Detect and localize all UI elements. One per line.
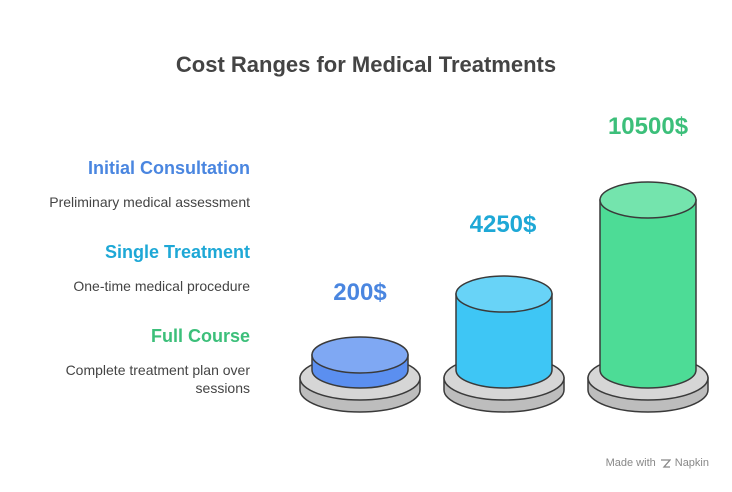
legend-title: Full Course: [150, 326, 250, 346]
cylinder-body: [455, 293, 553, 389]
cylinder-top: [455, 275, 553, 313]
page-title: Cost Ranges for Medical Treatments: [175, 52, 557, 77]
made-with-napkin: Made with Napkin: [606, 457, 709, 469]
cylinder-top: [311, 336, 409, 374]
made-with-text: Made with: [605, 457, 656, 469]
napkin-logo-icon: [660, 458, 671, 468]
value-label-single-treatment: 4250$: [469, 211, 537, 238]
cylinder-body: [599, 199, 697, 389]
napkin-brand-text: Napkin: [674, 457, 709, 469]
legend-item-initial-consultation: Initial Consultation Preliminary medical…: [49, 157, 250, 211]
legend-title: Initial Consultation: [88, 158, 250, 178]
legend-item-single-treatment: Single Treatment One-time medical proced…: [73, 241, 250, 295]
value-label-initial-consultation: 200$: [333, 279, 387, 306]
legend-desc: Preliminary medical assessment: [49, 194, 250, 210]
legend-desc: One-time medical procedure: [73, 278, 250, 294]
legend-desc: Complete treatment plan over sessions: [65, 362, 250, 396]
cylinder-top: [599, 181, 697, 219]
value-label-full-course: 10500$: [607, 113, 689, 140]
legend-title: Single Treatment: [104, 242, 250, 262]
legend-item-full-course: Full Course Complete treatment plan over…: [40, 325, 250, 397]
